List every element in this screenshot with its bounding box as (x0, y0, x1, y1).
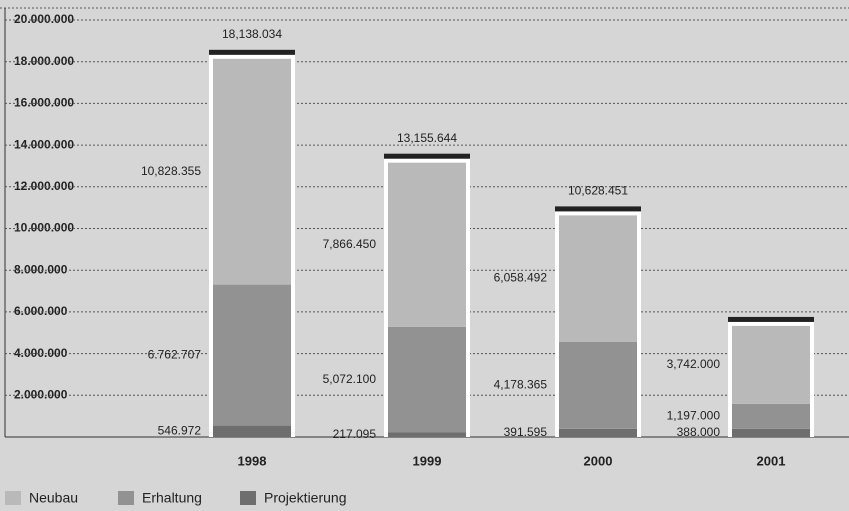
y-tick-label: 2.000.000 (14, 387, 68, 401)
value-label: 7,866.450 (323, 237, 377, 251)
x-tick-label: 2001 (757, 453, 786, 468)
bar-segment (559, 215, 637, 342)
value-label: 391.595 (504, 425, 548, 439)
y-tick-label: 10.000.000 (14, 221, 74, 235)
legend-swatch (5, 491, 21, 505)
total-label: 13,155.644 (397, 131, 457, 145)
value-label: 6.762.707 (148, 347, 202, 361)
value-label: 5,072.100 (323, 372, 377, 386)
total-cap (728, 316, 814, 322)
y-tick-label: 8.000.000 (14, 262, 68, 276)
legend-label: Neubau (29, 490, 78, 506)
y-tick-label: 12.000.000 (14, 179, 74, 193)
legend-label: Erhaltung (142, 490, 202, 506)
bar-segment (732, 428, 810, 437)
bar-segment (213, 425, 291, 437)
bar-segment (732, 325, 810, 404)
bar-segment (559, 341, 637, 429)
y-tick-label: 20.000.000 (14, 12, 74, 26)
total-cap (555, 206, 641, 212)
y-tick-label: 6.000.000 (14, 304, 68, 318)
y-tick-label: 14.000.000 (14, 137, 74, 151)
legend-label: Projektierung (264, 490, 347, 506)
total-label: 18,138.034 (222, 27, 282, 41)
bar-segment (388, 432, 466, 437)
y-tick-label: 18.000.000 (14, 54, 74, 68)
total-cap (209, 49, 295, 55)
value-label: 388.000 (677, 425, 721, 439)
x-tick-label: 1999 (413, 453, 442, 468)
legend-swatch (240, 491, 256, 505)
value-label: 3,742.000 (667, 357, 721, 371)
bar-segment (732, 403, 810, 429)
bar-segment (213, 284, 291, 426)
value-label: 6,058.492 (494, 271, 548, 285)
y-tick-label: 4.000.000 (14, 346, 68, 360)
bar-segment (559, 428, 637, 437)
value-label: 1,197.000 (667, 409, 721, 423)
value-label: 217.095 (333, 427, 377, 441)
value-label: 10,828.355 (141, 164, 201, 178)
bar-segment (213, 58, 291, 285)
total-cap (384, 153, 470, 159)
bar-segment (388, 162, 466, 327)
value-label: 546.972 (158, 423, 202, 437)
x-tick-label: 1998 (238, 453, 267, 468)
bar-segment (388, 326, 466, 433)
x-tick-label: 2000 (584, 453, 613, 468)
value-label: 4,178.365 (494, 377, 548, 391)
y-tick-label: 16.000.000 (14, 96, 74, 110)
legend-swatch (118, 491, 134, 505)
total-label: 10,628.451 (568, 184, 628, 198)
